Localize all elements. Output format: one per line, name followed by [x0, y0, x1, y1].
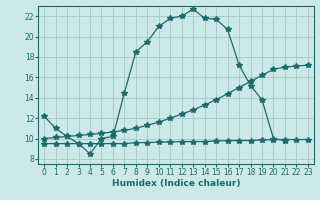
X-axis label: Humidex (Indice chaleur): Humidex (Indice chaleur)	[112, 179, 240, 188]
